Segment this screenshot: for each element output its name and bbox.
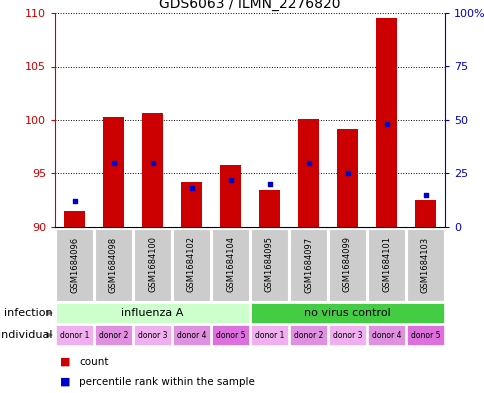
Text: percentile rank within the sample: percentile rank within the sample	[79, 377, 255, 387]
Bar	[212, 325, 249, 345]
Bar	[406, 325, 443, 345]
Bar	[94, 325, 132, 345]
Point	[226, 177, 234, 183]
Bar	[250, 228, 287, 301]
Point	[421, 192, 428, 198]
Bar	[250, 325, 287, 345]
Point	[109, 160, 117, 166]
Bar	[134, 325, 171, 345]
Text: donor 1: donor 1	[254, 331, 284, 340]
Bar	[134, 228, 171, 301]
Point	[343, 170, 350, 176]
Text: GSM1684102: GSM1684102	[187, 237, 196, 292]
Bar	[328, 228, 365, 301]
Text: donor 2: donor 2	[293, 331, 322, 340]
Text: donor 3: donor 3	[332, 331, 362, 340]
Text: GSM1684099: GSM1684099	[342, 237, 351, 292]
Bar	[367, 325, 405, 345]
Bar	[94, 228, 132, 301]
Bar	[56, 325, 93, 345]
Text: GSM1684103: GSM1684103	[420, 237, 429, 292]
Text: GSM1684100: GSM1684100	[148, 237, 157, 292]
Point	[71, 198, 78, 204]
Bar	[63, 211, 85, 227]
Bar	[172, 228, 210, 301]
Text: GSM1684097: GSM1684097	[303, 237, 312, 292]
Bar	[103, 117, 124, 227]
Bar	[219, 165, 241, 227]
Text: count: count	[79, 357, 108, 367]
Text: donor 4: donor 4	[176, 331, 206, 340]
Bar	[289, 325, 327, 345]
Text: donor 4: donor 4	[371, 331, 400, 340]
Text: infection: infection	[4, 308, 53, 318]
Bar	[141, 112, 163, 227]
Bar	[56, 228, 93, 301]
Bar	[250, 303, 443, 323]
Text: ■: ■	[60, 357, 70, 367]
Bar	[367, 228, 405, 301]
Bar	[172, 325, 210, 345]
Bar	[181, 182, 202, 227]
Text: GSM1684096: GSM1684096	[70, 237, 79, 292]
Text: GSM1684104: GSM1684104	[226, 237, 235, 292]
Text: influenza A: influenza A	[121, 308, 183, 318]
Text: donor 2: donor 2	[99, 331, 128, 340]
Bar	[258, 189, 280, 227]
Text: GSM1684101: GSM1684101	[381, 237, 390, 292]
Text: GSM1684098: GSM1684098	[109, 237, 118, 292]
Bar	[56, 303, 249, 323]
Point	[382, 121, 390, 127]
Text: donor 3: donor 3	[137, 331, 167, 340]
Text: ■: ■	[60, 377, 70, 387]
Point	[148, 160, 156, 166]
Point	[304, 160, 312, 166]
Bar	[406, 228, 443, 301]
Bar	[212, 228, 249, 301]
Text: individual: individual	[0, 330, 53, 340]
Text: donor 5: donor 5	[215, 331, 245, 340]
Bar	[336, 129, 358, 227]
Text: no virus control: no virus control	[303, 308, 390, 318]
Text: GSM1684095: GSM1684095	[264, 237, 273, 292]
Bar	[375, 18, 396, 227]
Text: donor 5: donor 5	[410, 331, 439, 340]
Point	[187, 185, 195, 192]
Text: donor 1: donor 1	[60, 331, 89, 340]
Bar	[328, 325, 365, 345]
Title: GDS6063 / ILMN_2276820: GDS6063 / ILMN_2276820	[159, 0, 340, 11]
Bar	[297, 119, 318, 227]
Point	[265, 181, 273, 187]
Bar	[289, 228, 327, 301]
Bar	[414, 200, 435, 227]
